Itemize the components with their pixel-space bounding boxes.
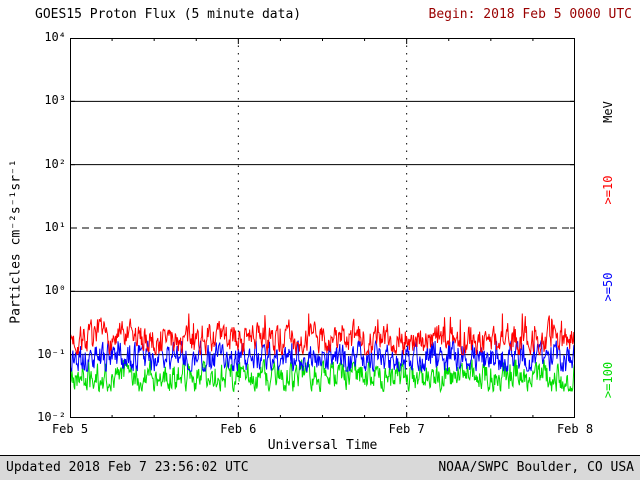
x-tick-label: Feb 8 [556,422,594,436]
updated-timestamp: Updated 2018 Feb 7 23:56:02 UTC [6,460,249,475]
begin-timestamp: Begin: 2018 Feb 5 0000 UTC [428,7,633,22]
right-axis-unit-label: MeV [601,101,615,123]
y-tick-label: 10¹ [44,220,66,234]
y-tick-label: 10⁻¹ [37,346,66,361]
x-axis-label: Universal Time [267,438,378,453]
y-tick-label: 10³ [44,93,66,108]
y-tick-label: 10⁰ [44,283,66,298]
plot-border [70,38,575,418]
y-tick-label: 10⁴ [44,30,66,44]
x-tick-label: Feb 6 [220,422,257,436]
series-label-100: >=100 [601,361,615,399]
plot-area [70,38,575,418]
y-tick-label: 10² [44,156,66,171]
series-label-50: >=50 [601,272,615,302]
footer-band: Updated 2018 Feb 7 23:56:02 UTC NOAA/SWP… [0,455,640,480]
y-tick-label: 10⁻² [37,410,66,424]
flux-trace-50 [70,338,575,373]
x-tick-label: Feb 5 [51,422,89,436]
chart-title: GOES15 Proton Flux (5 minute data) [35,7,302,22]
flux-trace-100 [70,359,575,394]
x-tick-label: Feb 7 [388,422,425,436]
flux-trace-10 [70,313,575,356]
source-credit: NOAA/SWPC Boulder, CO USA [438,460,634,475]
series-label-10: >=10 [601,175,615,205]
